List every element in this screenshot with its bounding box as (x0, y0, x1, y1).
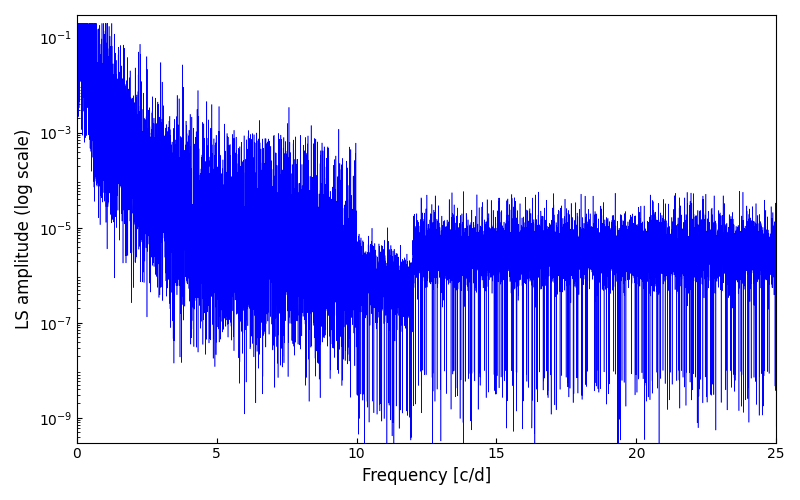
X-axis label: Frequency [c/d]: Frequency [c/d] (362, 467, 491, 485)
Y-axis label: LS amplitude (log scale): LS amplitude (log scale) (15, 128, 33, 329)
